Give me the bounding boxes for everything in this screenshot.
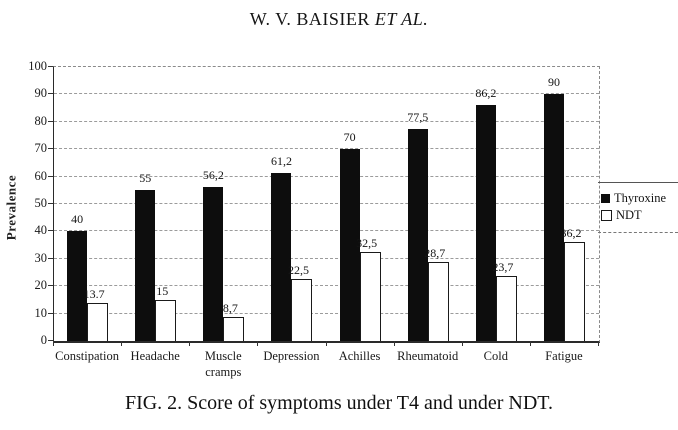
category-label-achilles: Achilles (338, 349, 381, 363)
y-tick-mark-80 (48, 120, 53, 122)
category-label-depression: Depression (263, 349, 320, 363)
category-label-cold: Cold (483, 349, 508, 363)
x-tick-mark-5 (393, 341, 395, 346)
plot-area: 40 13.7 55 15 56,2 8,7 61,2 22,5 70 32,5 77,5 28,7 8… (53, 66, 600, 343)
bar-value-thyroxine-fatigue: 90 (547, 75, 560, 90)
category-label-muscle-cramps: Muscle cramps (204, 349, 242, 379)
bar-thyroxine-achilles (339, 149, 360, 341)
bar-value-thyroxine-headache: 55 (139, 171, 152, 186)
y-tick-label-40: 40 (34, 223, 48, 238)
y-tick-label-10: 10 (34, 305, 48, 320)
y-tick-mark-40 (48, 230, 53, 232)
y-tick-mark-10 (48, 312, 53, 314)
legend-item-ndt: NDT (601, 208, 678, 223)
x-tick-mark-6 (461, 341, 463, 346)
bar-ndt-fatigue (563, 241, 585, 341)
y-tick-mark-60 (48, 175, 53, 177)
bar-ndt-rheumatoid (427, 262, 449, 341)
bar-value-ndt-achilles: 32,5 (356, 235, 378, 250)
running-head: W. V. BAISIER ET AL. (0, 9, 678, 30)
legend-label-thyroxine: Thyroxine (614, 191, 667, 205)
bar-thyroxine-constipation (67, 231, 88, 341)
x-tick-mark-4 (325, 341, 327, 346)
figure-caption: FIG. 2. Score of symptoms under T4 and u… (124, 392, 554, 414)
bar-value-thyroxine-rheumatoid: 77,5 (407, 109, 429, 124)
bar-thyroxine-fatigue (543, 94, 564, 341)
bar-value-ndt-constipation: 13.7 (83, 287, 105, 302)
y-tick-label-20: 20 (34, 278, 48, 293)
bar-thyroxine-muscle-cramps (203, 187, 224, 341)
running-head-et-al: ET AL. (374, 9, 429, 29)
bar-value-ndt-rheumatoid: 28,7 (424, 246, 446, 261)
bar-ndt-muscle-cramps (223, 317, 245, 341)
bar-ndt-depression (291, 279, 313, 341)
bar-thyroxine-depression (271, 173, 292, 341)
bar-value-ndt-depression: 22,5 (287, 263, 309, 278)
bar-value-thyroxine-depression: 61,2 (270, 154, 292, 169)
gridline-80 (54, 120, 599, 122)
bar-ndt-achilles (359, 251, 381, 341)
gridline-60 (54, 175, 599, 177)
legend-label-ndt: NDT (616, 208, 642, 222)
bar-thyroxine-headache (135, 190, 156, 341)
category-label-rheumatoid: Rheumatoid (397, 349, 459, 363)
bar-value-ndt-muscle-cramps: 8,7 (222, 301, 238, 316)
bar-value-ndt-headache: 15 (156, 283, 169, 298)
bar-value-ndt-cold: 23,7 (492, 260, 514, 275)
gridline-40 (54, 230, 599, 232)
gridline-10 (54, 312, 599, 314)
y-tick-label-90: 90 (34, 86, 48, 101)
category-label-fatigue: Fatigue (545, 349, 583, 363)
bar-thyroxine-rheumatoid (407, 128, 428, 341)
bar-value-thyroxine-achilles: 70 (343, 130, 356, 145)
bar-value-thyroxine-cold: 86,2 (475, 85, 497, 100)
x-tick-mark-7 (529, 341, 531, 346)
y-tick-label-0: 0 (40, 333, 47, 347)
ndt-swatch-icon (601, 210, 612, 221)
y-tick-mark-70 (48, 148, 53, 150)
y-tick-label-50: 50 (34, 196, 48, 210)
bar-value-thyroxine-muscle-cramps: 56,2 (202, 168, 224, 183)
gridline-70 (54, 148, 599, 150)
y-tick-label-80: 80 (34, 113, 48, 128)
category-label-constipation: Constipation (55, 349, 120, 363)
y-tick-mark-0 (48, 340, 53, 341)
x-tick-mark-8 (598, 341, 599, 346)
y-tick-mark-50 (48, 203, 53, 204)
thyroxine-swatch-icon (601, 194, 610, 203)
bar-value-ndt-fatigue: 36,2 (560, 225, 582, 240)
bar-ndt-constipation (87, 303, 109, 341)
gridline-90 (54, 93, 599, 95)
y-tick-label-100: 100 (28, 59, 47, 73)
running-head-authors: W. V. BAISIER (249, 9, 370, 29)
y-tick-mark-20 (48, 285, 53, 287)
y-tick-mark-100 (48, 66, 53, 67)
x-tick-mark-1 (121, 341, 123, 346)
gridline-30 (54, 257, 599, 259)
legend: Thyroxine NDT (598, 182, 678, 233)
bar-thyroxine-cold (475, 104, 496, 341)
y-tick-label-60: 60 (34, 168, 48, 183)
x-tick-mark-3 (257, 341, 259, 346)
gridline-50 (54, 203, 599, 204)
bar-ndt-cold (495, 276, 517, 341)
x-tick-mark-2 (189, 341, 191, 346)
y-tick-mark-90 (48, 93, 53, 95)
gridline-20 (54, 285, 599, 287)
legend-item-thyroxine: Thyroxine (601, 191, 678, 206)
bar-value-thyroxine-constipation: 40 (71, 212, 84, 227)
y-tick-mark-30 (48, 257, 53, 259)
category-label-headache: Headache (130, 349, 180, 363)
y-tick-label-30: 30 (34, 250, 48, 265)
x-tick-mark-0 (53, 341, 54, 346)
y-tick-label-70: 70 (34, 141, 48, 156)
bar-ndt-headache (155, 299, 177, 341)
